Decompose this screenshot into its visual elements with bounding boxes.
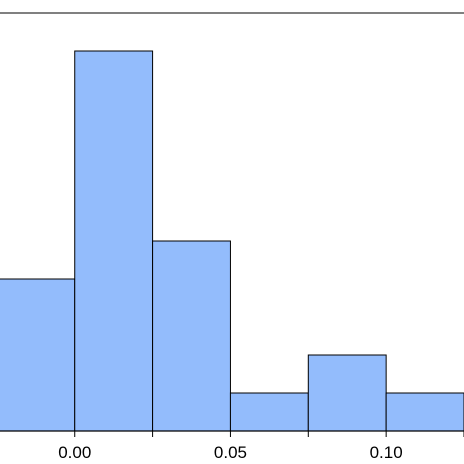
histogram-bar-5 [385,392,464,432]
x-ticks-layer [74,431,464,437]
x-tick-label-0: 0.00 [58,443,91,462]
x-tick-label-2: 0.10 [370,443,403,462]
histogram-bar-0 [0,278,76,432]
x-tick-labels-layer: 0.00 0.05 0.10 [58,443,403,462]
histogram-bar-4 [307,354,387,432]
bars-layer [0,50,464,432]
histogram-bar-1 [74,50,154,432]
histogram-bar-2 [152,240,231,432]
x-tick-label-1: 0.05 [214,443,247,462]
histogram-bar-3 [229,392,309,432]
